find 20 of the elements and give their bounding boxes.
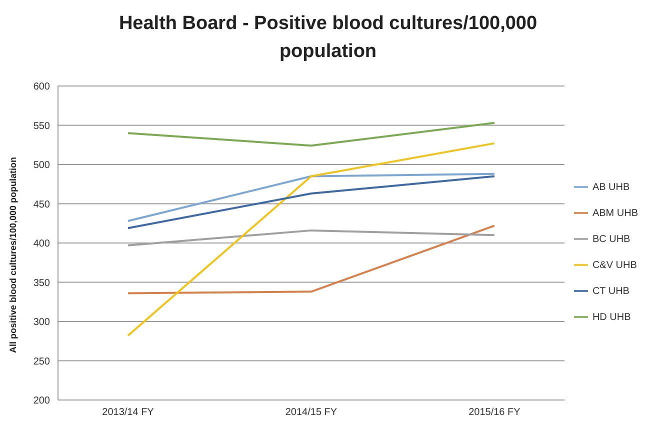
y-tick-label: 550 bbox=[33, 120, 50, 132]
x-tick-label: 2015/16 FY bbox=[468, 407, 521, 418]
y-tick-label: 450 bbox=[33, 199, 50, 210]
chart-title: Health Board - Positive blood cultures/100,000 population bbox=[118, 12, 538, 64]
y-tick-label: 250 bbox=[33, 356, 50, 368]
legend-label: ABM UHB bbox=[592, 208, 638, 219]
legend-label: HD UHB bbox=[592, 312, 631, 323]
x-tick-label: 2014/15 FY bbox=[285, 407, 338, 418]
y-tick-label: 200 bbox=[33, 396, 50, 407]
x-tick-label: 2013/14 FY bbox=[102, 407, 154, 418]
y-axis-title: All positive blood cultures/100,000 population bbox=[8, 156, 18, 353]
legend-label: CT UHB bbox=[592, 286, 630, 297]
y-tick-label: 400 bbox=[33, 238, 50, 250]
y-tick-label: 500 bbox=[33, 160, 50, 172]
legend-label: C&V UHB bbox=[592, 260, 637, 271]
y-tick-label: 350 bbox=[33, 278, 50, 289]
legend-label: AB UHB bbox=[592, 182, 630, 193]
y-tick-label: 300 bbox=[33, 317, 50, 328]
legend-label: BC UHB bbox=[592, 234, 630, 245]
y-tick-label: 600 bbox=[33, 82, 50, 93]
